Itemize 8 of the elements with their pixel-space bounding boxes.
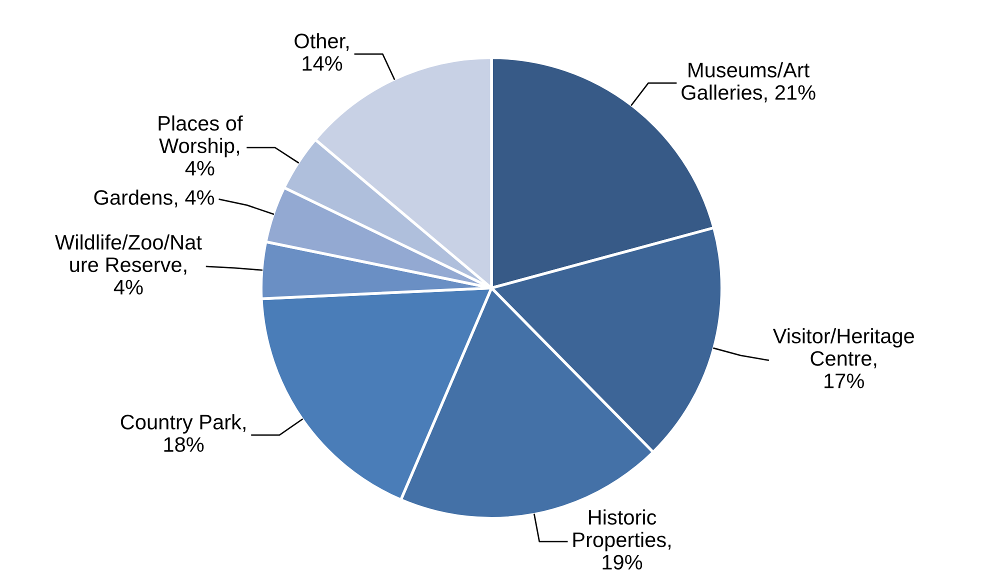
slice-label: Wildlife/Zoo/Nat ure Reserve, 4%	[55, 234, 202, 294]
slice-label: Visitor/Heritage Centre, 17%	[772, 328, 914, 388]
slice-label: Museums/Art Galleries, 21%	[682, 62, 816, 102]
slice-label: Other, 14%	[294, 33, 349, 71]
slice-label: Country Park, 18%	[120, 414, 246, 452]
slice-label: Places of Worship, 4%	[158, 115, 243, 176]
slice-label: Gardens, 4%	[94, 190, 214, 208]
slice-label: Historic Properties, 19%	[573, 509, 671, 570]
